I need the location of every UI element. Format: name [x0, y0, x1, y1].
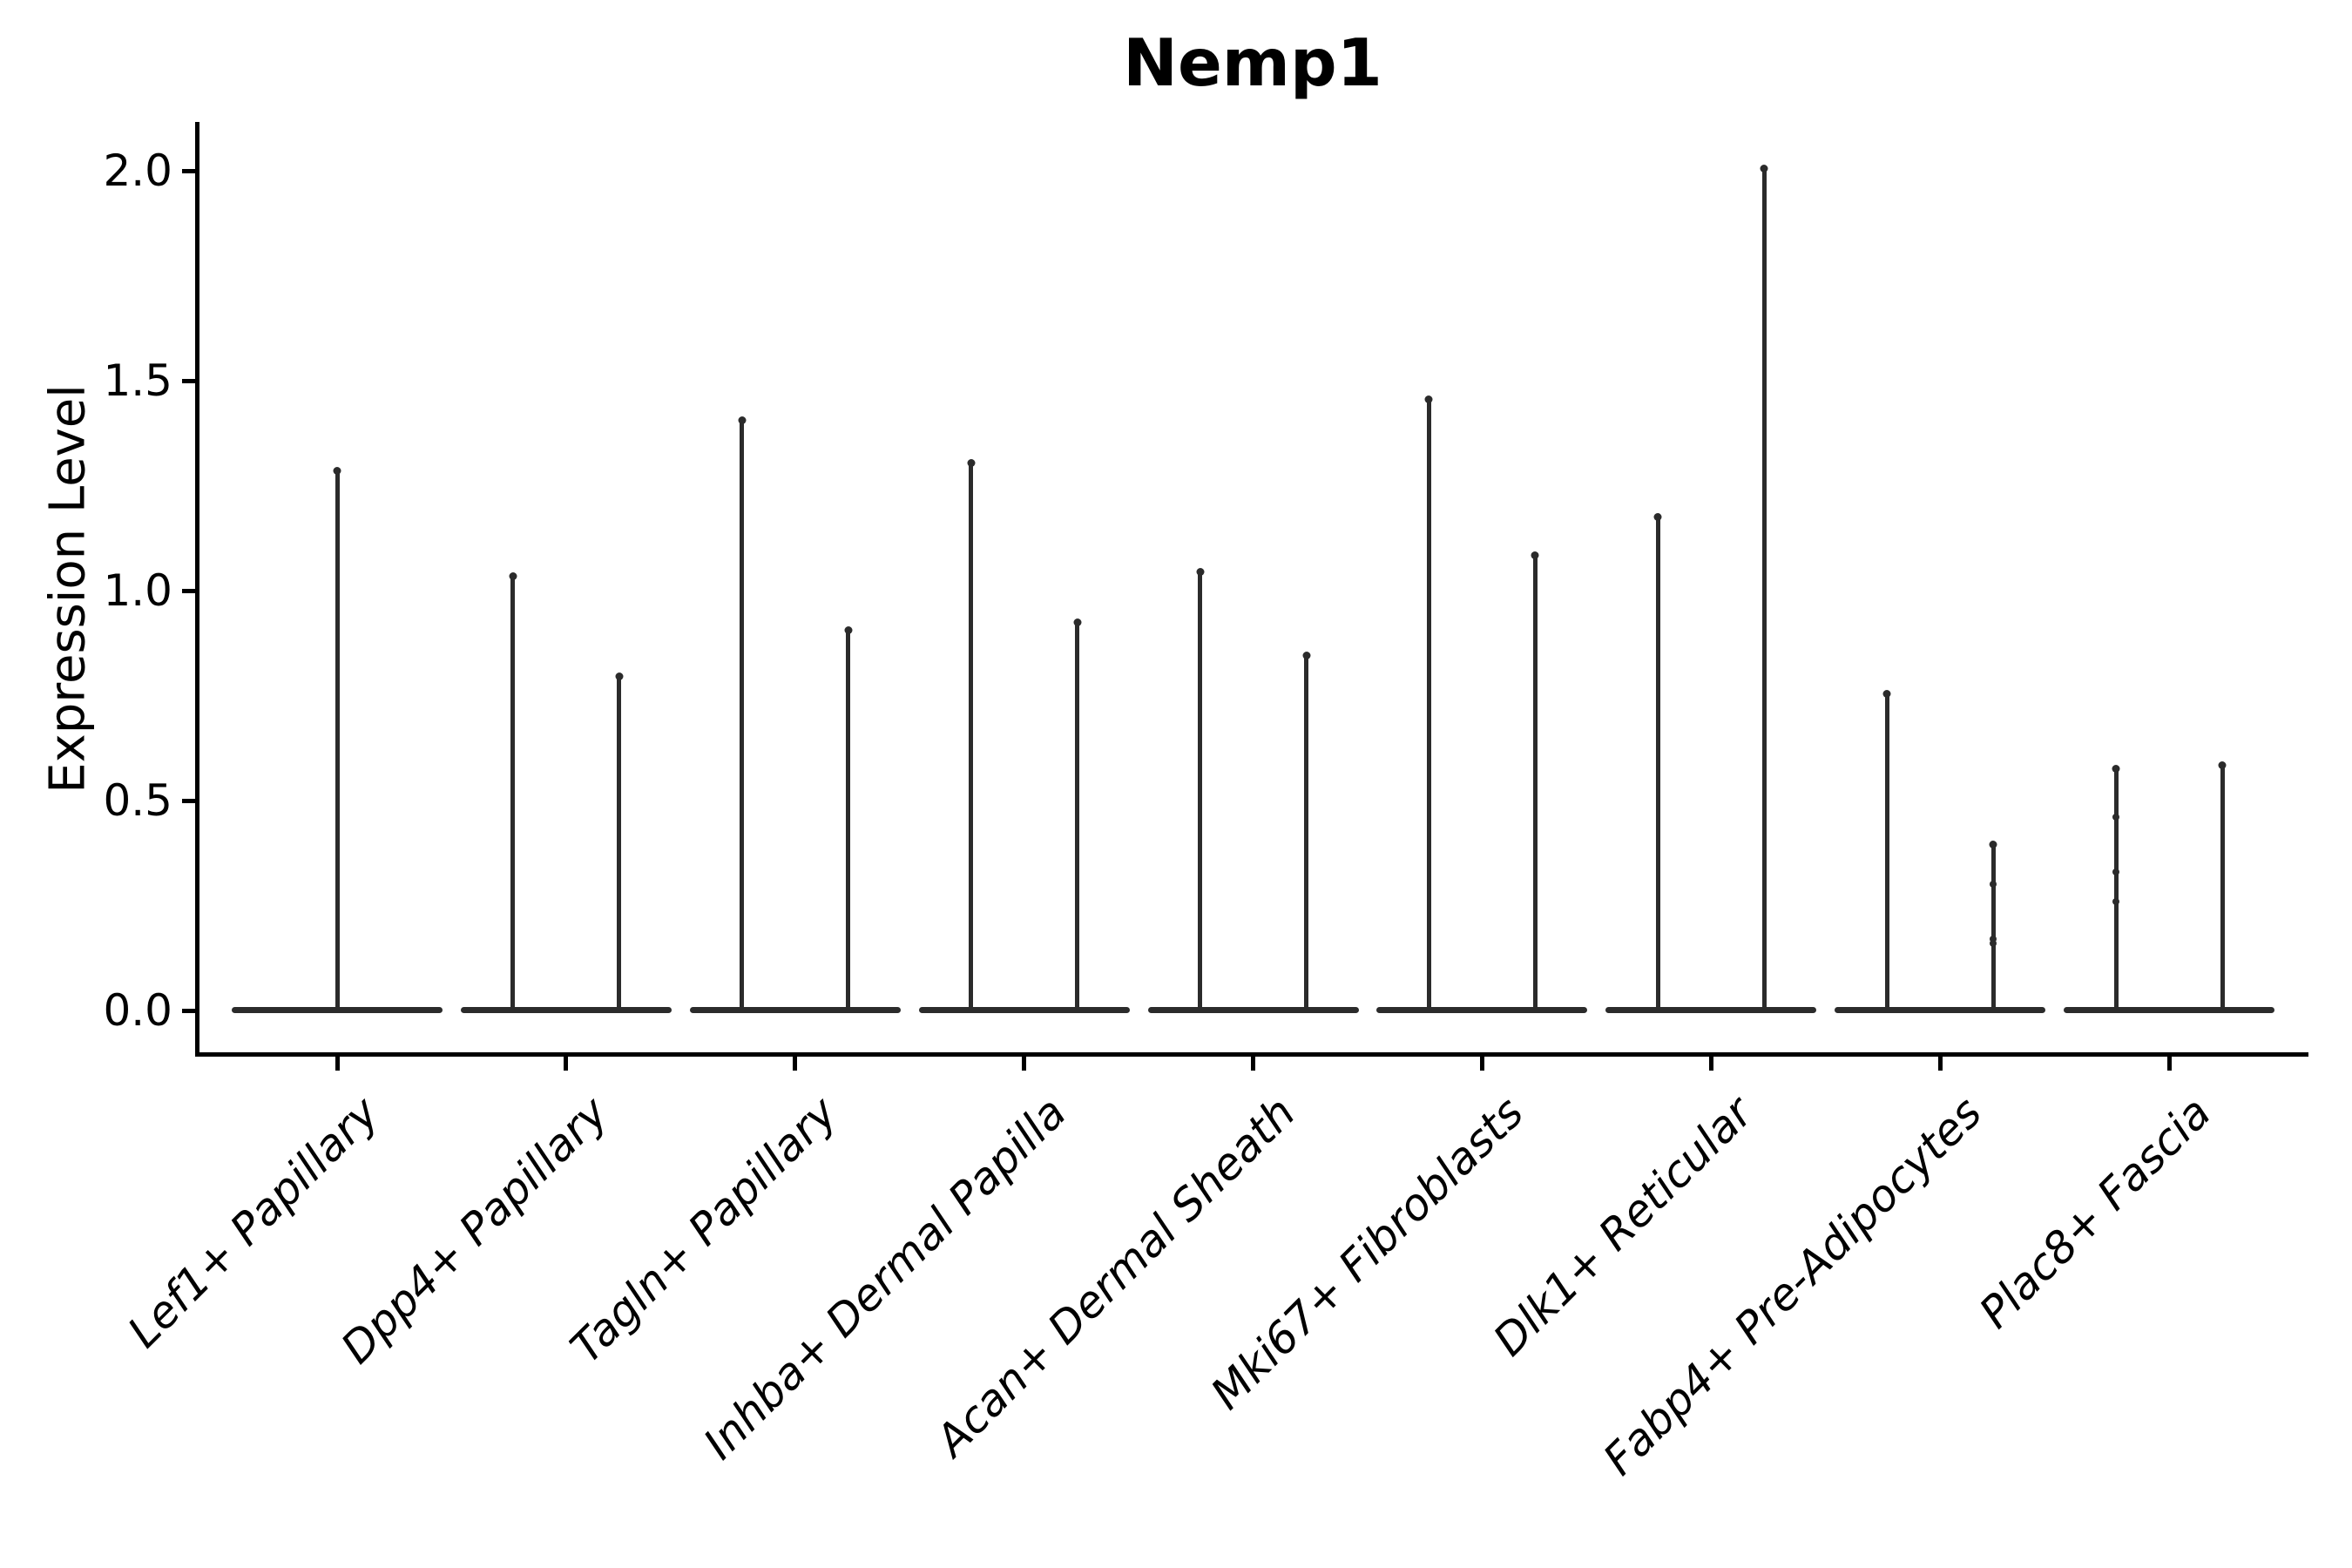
violin-spike	[617, 674, 622, 1013]
violin-spike	[969, 460, 974, 1013]
x-tick-mark	[1251, 1057, 1255, 1071]
violin-base	[918, 1007, 1130, 1013]
violin-spike	[1990, 842, 1996, 1013]
y-tick-label: 2.0	[103, 145, 172, 196]
data-point	[2112, 814, 2119, 821]
violin-spike	[2113, 767, 2119, 1013]
data-point	[2112, 897, 2119, 905]
data-point	[1990, 939, 1997, 947]
violin-base	[460, 1007, 672, 1013]
chart-title: Nemp1	[1123, 24, 1382, 101]
violin-spike	[1532, 552, 1538, 1013]
data-point	[1990, 881, 1997, 889]
violin-spike	[1884, 691, 1889, 1013]
x-tick-label-9: Plac8+ Fascia	[1970, 1087, 2221, 1338]
violin-spike	[2220, 762, 2225, 1013]
x-tick-label-1: Lef1+ Papillary	[118, 1087, 389, 1358]
y-tick-mark	[182, 798, 196, 803]
x-tick-mark	[793, 1057, 798, 1071]
x-tick-label-8: Fabp4+ Pre-Adipocytes	[1593, 1087, 1992, 1485]
violin-base	[1605, 1007, 1817, 1013]
x-tick-mark	[1708, 1057, 1713, 1071]
data-point	[2112, 868, 2119, 875]
y-tick-mark	[182, 378, 196, 383]
violin-base	[1147, 1007, 1359, 1013]
x-axis-spine	[195, 1052, 2308, 1057]
y-axis-spine	[195, 122, 199, 1054]
y-tick-label: 1.0	[103, 565, 172, 616]
x-tick-mark	[1937, 1057, 1943, 1071]
x-tick-mark	[2166, 1057, 2172, 1071]
y-tick-mark	[182, 588, 196, 593]
violin-base	[1376, 1007, 1588, 1013]
violin-spike	[1198, 569, 1202, 1013]
violin-spike	[510, 573, 516, 1013]
data-point	[1990, 936, 1997, 943]
violin-base	[1835, 1007, 2046, 1013]
violin-spike	[846, 628, 851, 1013]
violin-spike	[1075, 619, 1080, 1013]
y-tick-label: 0.0	[103, 985, 172, 1036]
y-tick-label: 1.5	[103, 355, 172, 406]
violin-spike	[335, 469, 340, 1013]
violin-spike	[1426, 397, 1431, 1013]
y-tick-mark	[182, 168, 196, 173]
violin-spike	[1655, 515, 1660, 1013]
x-tick-mark	[564, 1057, 569, 1071]
x-tick-mark	[335, 1057, 340, 1071]
y-tick-label: 0.5	[103, 775, 172, 826]
y-tick-mark	[182, 1008, 196, 1013]
violin-spike	[1304, 653, 1308, 1013]
x-tick-mark	[1022, 1057, 1027, 1071]
x-tick-label-4: Inhba+ Dermal Papilla	[693, 1087, 1076, 1470]
violin-spike	[740, 418, 745, 1013]
violin-base	[689, 1007, 901, 1013]
violin-base	[2064, 1007, 2274, 1013]
violin-spike	[1761, 166, 1767, 1013]
x-tick-mark	[1479, 1057, 1484, 1071]
